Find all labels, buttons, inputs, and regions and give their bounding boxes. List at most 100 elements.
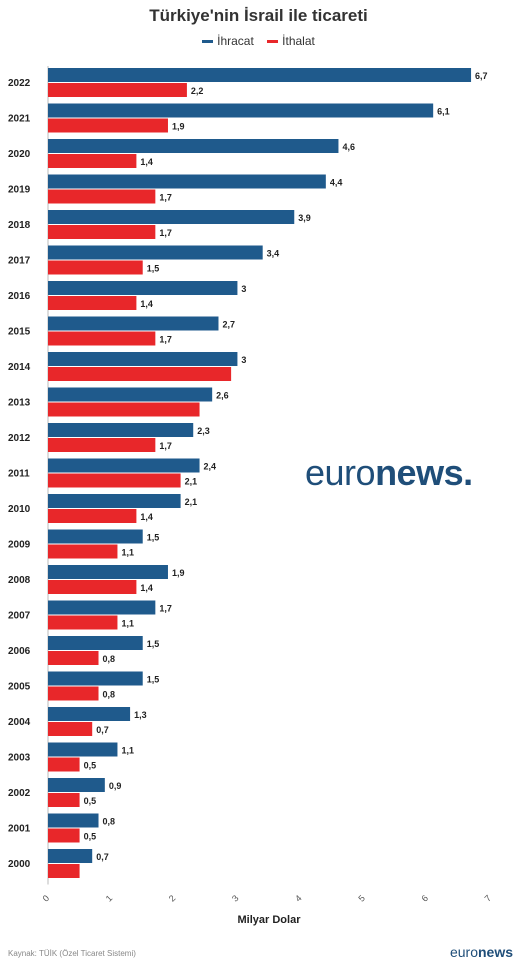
year-label: 2006 xyxy=(8,646,31,657)
year-label: 2021 xyxy=(8,114,31,125)
bar-ihracat xyxy=(48,636,143,650)
year-label: 2009 xyxy=(8,540,31,551)
bar-ithalat xyxy=(48,828,80,843)
bar-ihracat xyxy=(48,139,339,153)
logo-small-text-news: news xyxy=(477,944,513,960)
legend-label-ithalat: İthalat xyxy=(282,34,315,48)
bar-ithalat xyxy=(48,189,156,204)
x-tick-label: 7 xyxy=(483,893,494,904)
year-label: 2022 xyxy=(8,78,31,89)
bar-ithalat xyxy=(48,331,156,346)
data-label-ihracat: 2,6 xyxy=(216,391,229,401)
year-label: 2008 xyxy=(8,575,31,586)
bar-ithalat xyxy=(48,509,137,523)
year-label: 2015 xyxy=(8,327,31,338)
data-label-ihracat: 2,7 xyxy=(222,320,235,330)
bar-ithalat xyxy=(48,544,118,559)
data-label-ithalat: 1,4 xyxy=(140,157,153,167)
data-label-ihracat: 1,1 xyxy=(121,746,134,756)
legend-item-ihracat: İhracat xyxy=(202,34,254,48)
year-label: 2001 xyxy=(8,824,31,835)
euronews-logo: euronews. xyxy=(305,452,473,494)
bar-ithalat xyxy=(48,225,156,239)
bar-ithalat xyxy=(48,580,137,594)
data-label-ihracat: 1,5 xyxy=(147,639,160,649)
bar-ihracat xyxy=(48,707,131,721)
bar-ithalat xyxy=(48,154,137,168)
data-label-ihracat: 0,9 xyxy=(109,781,122,791)
data-label-ithalat: 1,7 xyxy=(159,335,172,345)
year-label: 2005 xyxy=(8,682,31,693)
bar-ihracat xyxy=(48,742,118,757)
year-label: 2016 xyxy=(8,291,31,302)
data-label-ithalat: 1,4 xyxy=(140,512,153,522)
bar-ithalat xyxy=(48,438,156,452)
euronews-logo-small: euronews xyxy=(450,944,513,960)
data-label-ithalat: 0,5 xyxy=(84,832,97,842)
data-label-ihracat: 2,4 xyxy=(204,462,217,472)
data-label-ihracat: 2,1 xyxy=(185,497,198,507)
x-tick-label: 6 xyxy=(419,893,430,904)
data-label-ihracat: 3 xyxy=(241,355,246,365)
bar-ithalat xyxy=(48,473,181,488)
bar-ihracat xyxy=(48,671,143,686)
bar-ithalat xyxy=(48,83,187,97)
data-label-ithalat: 2,1 xyxy=(185,477,198,487)
x-tick-label: 5 xyxy=(356,893,367,904)
data-label-ihracat: 1,7 xyxy=(159,604,172,614)
bar-ithalat xyxy=(48,757,80,772)
data-label-ihracat: 2,3 xyxy=(197,426,210,436)
year-label: 2010 xyxy=(8,504,31,515)
data-label-ihracat: 1,9 xyxy=(172,568,185,578)
legend: İhracat İthalat xyxy=(0,34,517,48)
bar-ihracat xyxy=(48,529,143,544)
bar-ihracat xyxy=(48,316,219,331)
year-label: 2019 xyxy=(8,185,31,196)
data-label-ithalat: 1,5 xyxy=(147,264,160,274)
data-label-ihracat: 4,4 xyxy=(330,178,343,188)
year-label: 2017 xyxy=(8,256,31,267)
data-label-ihracat: 0,8 xyxy=(103,817,116,827)
bar-ihracat xyxy=(48,423,194,437)
year-label: 2003 xyxy=(8,753,31,764)
bar-ithalat xyxy=(48,118,168,133)
year-label: 2004 xyxy=(8,717,31,728)
year-label: 2012 xyxy=(8,433,31,444)
data-label-ithalat: 0,8 xyxy=(103,690,116,700)
bar-ihracat xyxy=(48,174,326,189)
data-label-ithalat: 1,4 xyxy=(140,299,153,309)
year-label: 2000 xyxy=(8,859,31,870)
data-label-ithalat: 1,7 xyxy=(159,228,172,238)
bar-ithalat xyxy=(48,296,137,310)
bar-ihracat xyxy=(48,813,99,828)
data-label-ithalat: 2,2 xyxy=(191,86,204,96)
bar-ihracat xyxy=(48,387,213,402)
data-label-ihracat: 3,4 xyxy=(267,249,280,259)
legend-label-ihracat: İhracat xyxy=(217,34,254,48)
bar-ihracat xyxy=(48,565,168,579)
data-label-ihracat: 6,7 xyxy=(475,71,488,81)
bar-ihracat xyxy=(48,210,295,224)
x-axis-label: Milyar Dolar xyxy=(237,914,301,926)
bar-ihracat xyxy=(48,494,181,508)
logo-text-euro: euro xyxy=(305,452,376,493)
data-label-ithalat: 1,1 xyxy=(121,548,134,558)
bar-ihracat xyxy=(48,103,434,118)
bar-ithalat xyxy=(48,722,93,736)
x-tick-label: 4 xyxy=(293,893,304,904)
bar-ithalat xyxy=(48,686,99,701)
data-label-ihracat: 1,5 xyxy=(147,533,160,543)
year-label: 2002 xyxy=(8,788,31,799)
legend-item-ithalat: İthalat xyxy=(267,34,315,48)
x-tick-label: 1 xyxy=(104,893,115,904)
data-label-ithalat: 1,7 xyxy=(159,441,172,451)
year-label: 2011 xyxy=(8,469,30,480)
year-label: 2018 xyxy=(8,220,31,231)
data-label-ithalat: 0,5 xyxy=(84,761,97,771)
year-label: 2007 xyxy=(8,611,31,622)
data-label-ithalat: 1,4 xyxy=(140,583,153,593)
data-label-ithalat: 1,7 xyxy=(159,193,172,203)
bar-ithalat xyxy=(48,615,118,630)
bar-ihracat xyxy=(48,281,238,295)
